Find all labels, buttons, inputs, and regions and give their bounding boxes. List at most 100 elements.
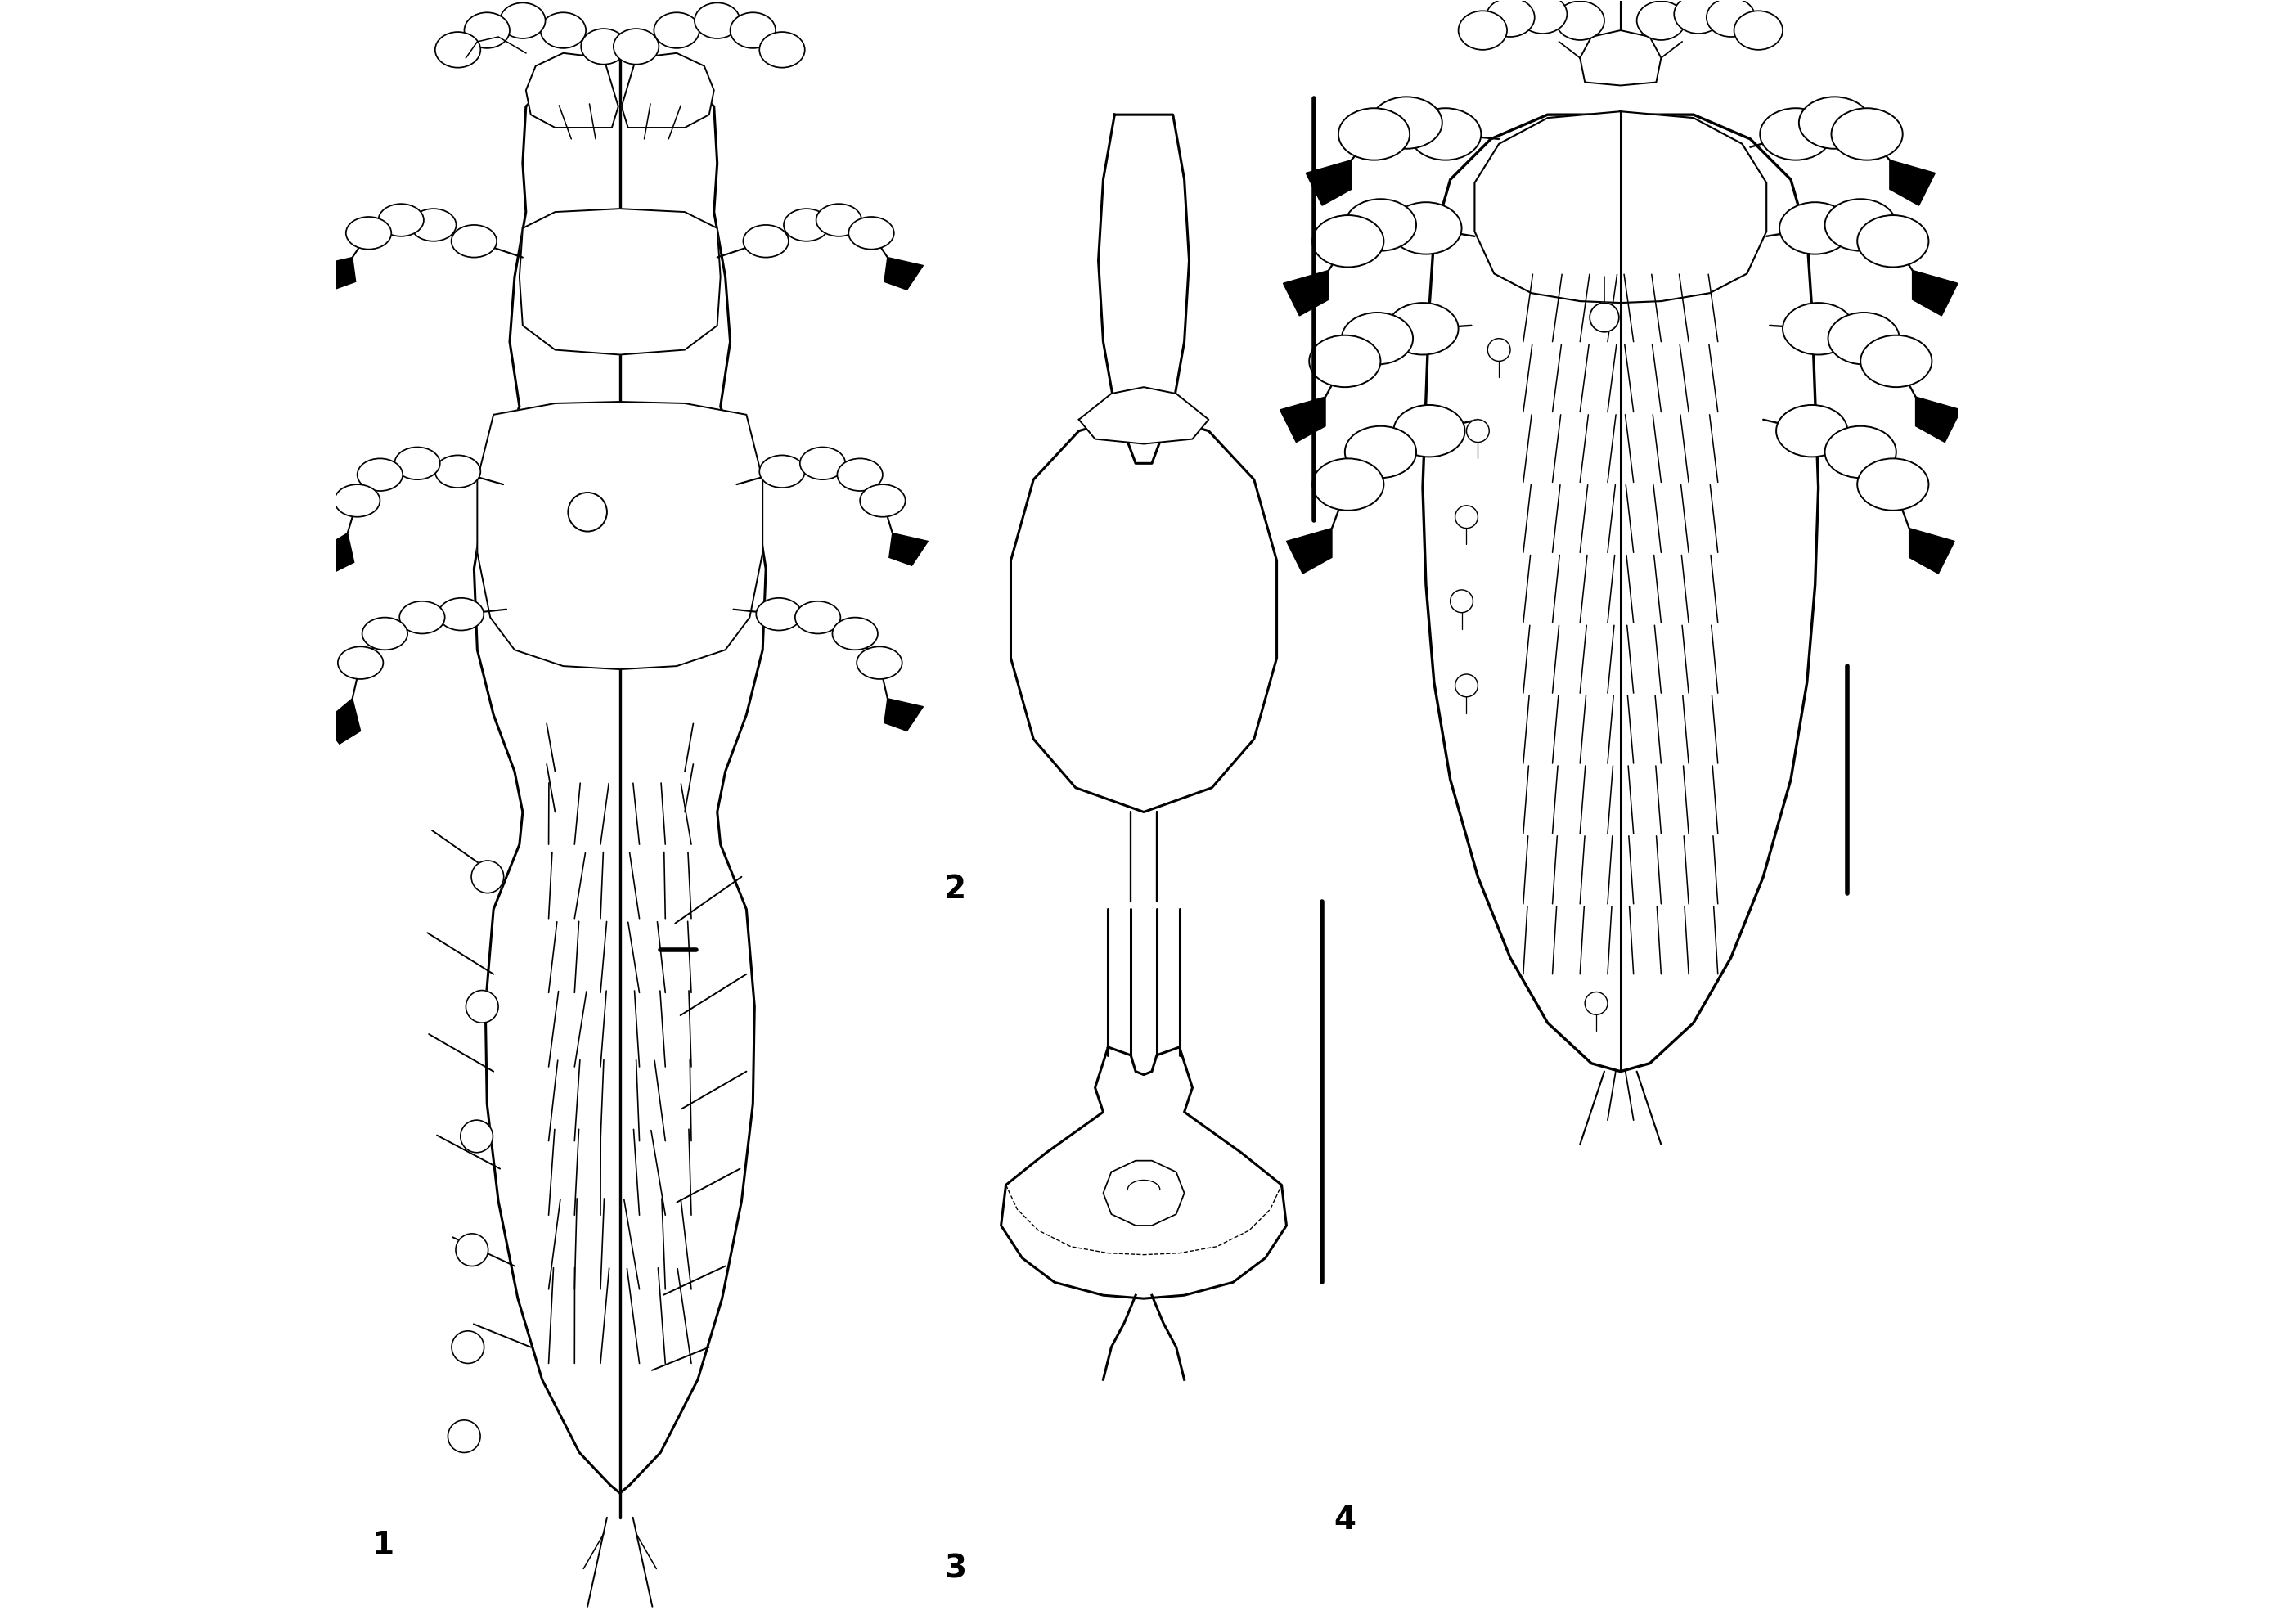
Ellipse shape: [1675, 0, 1723, 34]
Text: 3: 3: [945, 1553, 966, 1583]
Ellipse shape: [337, 646, 383, 679]
Polygon shape: [1913, 270, 1957, 315]
Circle shape: [1450, 590, 1473, 612]
Polygon shape: [477, 401, 762, 669]
Ellipse shape: [463, 13, 509, 49]
Ellipse shape: [500, 3, 546, 39]
Circle shape: [466, 991, 498, 1023]
Circle shape: [569, 492, 608, 531]
Polygon shape: [622, 54, 713, 128]
Ellipse shape: [796, 601, 840, 633]
Ellipse shape: [1344, 425, 1415, 477]
Ellipse shape: [335, 484, 381, 516]
Circle shape: [1454, 674, 1477, 697]
Polygon shape: [1078, 387, 1209, 443]
Ellipse shape: [1555, 2, 1604, 41]
Ellipse shape: [1734, 11, 1782, 50]
Circle shape: [461, 1121, 493, 1153]
Polygon shape: [1890, 161, 1936, 206]
Polygon shape: [518, 209, 720, 354]
Ellipse shape: [436, 455, 479, 487]
Ellipse shape: [1388, 302, 1459, 354]
Circle shape: [1487, 338, 1509, 361]
Polygon shape: [1287, 528, 1333, 573]
Ellipse shape: [1411, 109, 1482, 161]
Ellipse shape: [379, 205, 424, 235]
Ellipse shape: [1487, 0, 1535, 37]
Ellipse shape: [1312, 458, 1383, 510]
Text: 4: 4: [1333, 1504, 1356, 1535]
Circle shape: [457, 1234, 489, 1267]
Polygon shape: [1280, 396, 1326, 442]
Ellipse shape: [757, 598, 801, 630]
Ellipse shape: [1372, 97, 1443, 149]
Ellipse shape: [1519, 0, 1567, 34]
Circle shape: [1585, 992, 1608, 1015]
Ellipse shape: [1858, 216, 1929, 266]
Ellipse shape: [395, 447, 440, 479]
Polygon shape: [1909, 528, 1954, 573]
Polygon shape: [475, 50, 766, 1492]
Polygon shape: [890, 533, 929, 565]
Circle shape: [1454, 505, 1477, 528]
Ellipse shape: [695, 3, 741, 39]
Text: 1: 1: [372, 1530, 395, 1561]
Ellipse shape: [1390, 203, 1461, 253]
Ellipse shape: [411, 209, 457, 240]
Ellipse shape: [1636, 2, 1686, 41]
Polygon shape: [314, 533, 353, 573]
Ellipse shape: [1707, 0, 1755, 37]
Ellipse shape: [1782, 302, 1854, 354]
Polygon shape: [1099, 115, 1188, 463]
Polygon shape: [1475, 112, 1766, 302]
Ellipse shape: [358, 458, 404, 490]
Ellipse shape: [399, 601, 445, 633]
Ellipse shape: [860, 484, 906, 516]
Polygon shape: [1581, 31, 1661, 86]
Ellipse shape: [743, 226, 789, 257]
Ellipse shape: [1828, 312, 1899, 364]
Circle shape: [1466, 419, 1489, 442]
Polygon shape: [323, 698, 360, 744]
Polygon shape: [1422, 115, 1819, 1072]
Polygon shape: [883, 698, 922, 731]
Polygon shape: [317, 257, 356, 289]
Ellipse shape: [1342, 312, 1413, 364]
Ellipse shape: [759, 32, 805, 68]
Polygon shape: [1103, 1161, 1184, 1226]
Ellipse shape: [1344, 200, 1415, 250]
Ellipse shape: [452, 226, 498, 257]
Ellipse shape: [362, 617, 408, 650]
Ellipse shape: [1824, 200, 1897, 250]
Polygon shape: [883, 257, 922, 289]
Ellipse shape: [1392, 404, 1466, 456]
Ellipse shape: [541, 13, 585, 49]
Ellipse shape: [801, 447, 846, 479]
Polygon shape: [1012, 414, 1278, 812]
Ellipse shape: [346, 218, 392, 248]
Ellipse shape: [837, 458, 883, 490]
Ellipse shape: [1798, 97, 1870, 149]
Ellipse shape: [580, 29, 626, 65]
Ellipse shape: [1759, 109, 1831, 161]
Ellipse shape: [1310, 335, 1381, 387]
Circle shape: [447, 1419, 479, 1452]
Polygon shape: [1305, 161, 1351, 206]
Polygon shape: [525, 54, 619, 128]
Ellipse shape: [849, 218, 895, 248]
Ellipse shape: [654, 13, 700, 49]
Polygon shape: [1000, 1047, 1287, 1299]
Ellipse shape: [1312, 216, 1383, 266]
Ellipse shape: [1337, 109, 1411, 161]
Ellipse shape: [833, 617, 879, 650]
Circle shape: [1590, 302, 1620, 331]
Ellipse shape: [1459, 11, 1507, 50]
Circle shape: [470, 861, 505, 893]
Ellipse shape: [1858, 458, 1929, 510]
Ellipse shape: [729, 13, 775, 49]
Ellipse shape: [785, 209, 828, 240]
Ellipse shape: [1860, 335, 1932, 387]
Ellipse shape: [1776, 404, 1847, 456]
Ellipse shape: [1780, 203, 1851, 253]
Ellipse shape: [759, 455, 805, 487]
